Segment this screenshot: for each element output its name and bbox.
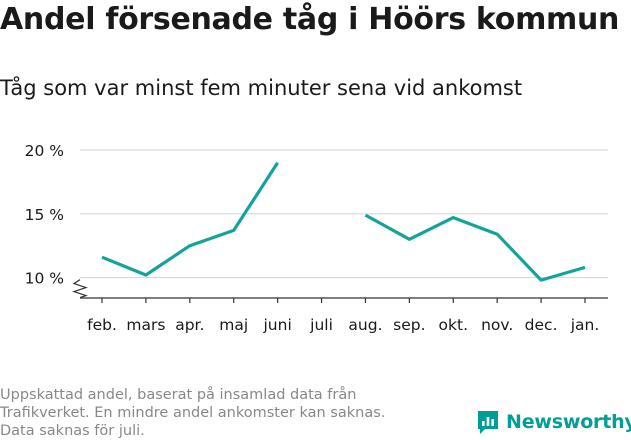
x-tick-label: aug. [348,316,382,334]
x-axis-tick-labels: feb. mars apr. maj juni juli aug. sep. okt. nov. d… [87,298,599,334]
chart-title: Andel försenade tåg i Höörs kommun [0,2,620,37]
x-tick-label: feb. [87,316,117,334]
y-tick-label: 20 % [25,142,64,160]
footnote: Uppskattad andel, baserat på insamlad da… [0,386,385,440]
y-tick-label: 15 % [25,206,64,224]
x-tick-label: dec. [525,316,558,334]
series-line-segment [364,213,586,282]
x-tick-label: apr. [175,316,204,334]
newsworthy-logo-icon [478,411,498,434]
series-lines [101,161,586,282]
line-chart: 10 % 15 % 20 % feb. mars apr. maj juni juli aug.… [25,142,608,334]
series-line-segment [101,161,279,277]
x-tick-label: sep. [393,316,425,334]
x-axis [72,279,608,299]
chart-subtitle: Tåg som var minst fem minuter sena vid a… [0,76,523,100]
footnote-line: Trafikverket. En mindre andel ankomster … [0,405,386,421]
brand-logo: Newsworthy [476,408,631,436]
x-tick-label: maj [219,316,248,334]
y-axis-tick-labels: 10 % 15 % 20 % [25,142,64,288]
x-tick-label: juli [309,316,333,334]
footnote-line: Uppskattad andel, baserat på insamlad da… [0,387,357,403]
brand-name: Newsworthy [506,411,631,433]
gridlines [80,149,608,279]
footnote-line: Data saknas för juli. [0,423,145,439]
x-tick-label: mars [126,316,165,334]
axis-break-icon [72,279,88,299]
y-tick-label: 10 % [25,270,64,288]
x-tick-label: jan. [570,316,600,334]
x-tick-label: juni [263,316,292,334]
x-tick-label: okt. [439,316,468,334]
x-tick-label: nov. [481,316,513,334]
